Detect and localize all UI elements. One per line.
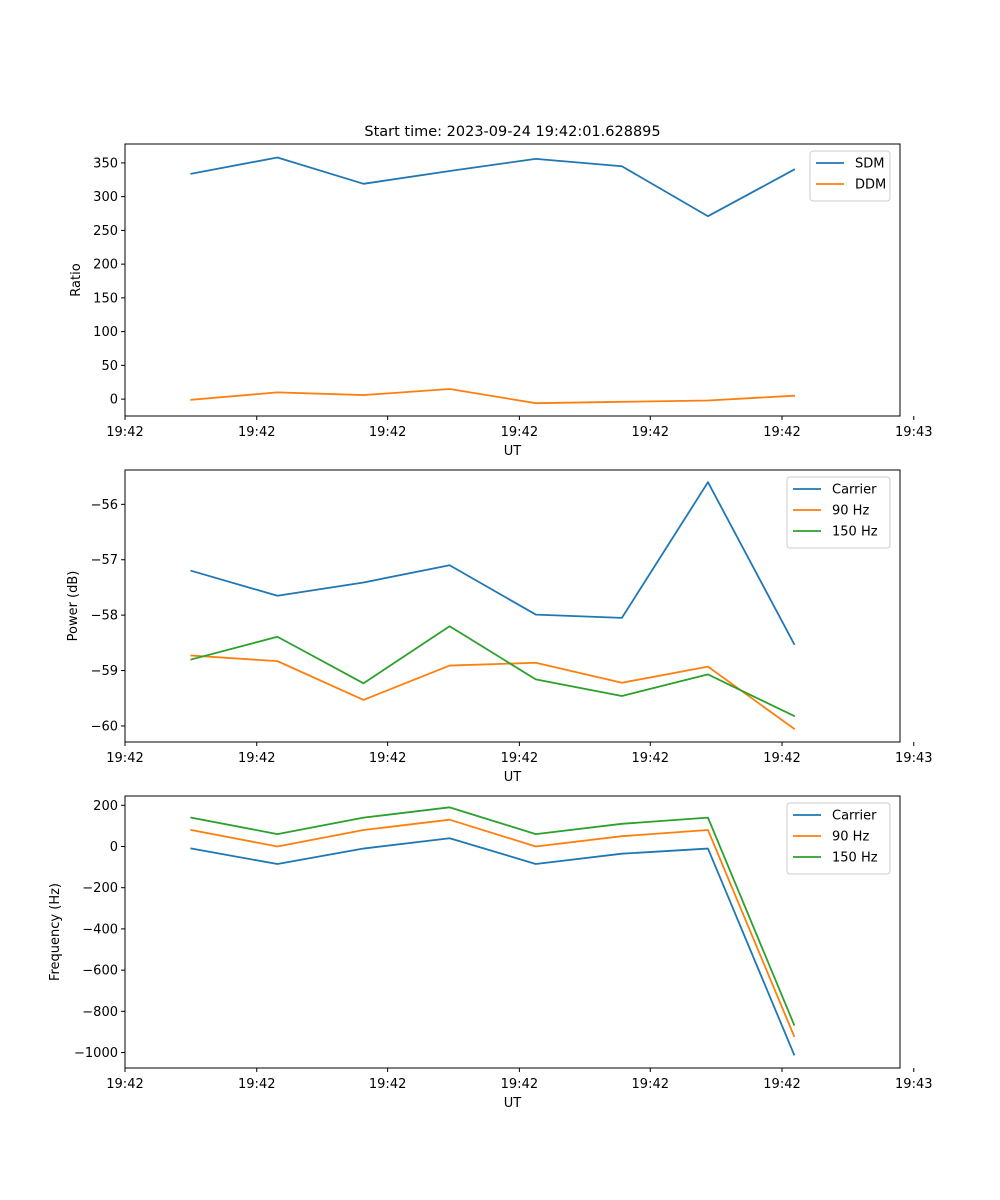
axes-frame	[124, 143, 901, 417]
x-tick-label: 19:42	[369, 751, 406, 766]
x-tick-label: 19:42	[238, 751, 275, 766]
chart-panel-2: −60 −59 −58 −57 −56 19:42 19:42 19:42 19:42 19:42…	[66, 469, 933, 785]
x-axis-label: UT	[504, 444, 522, 459]
y-tick-label: 100	[93, 325, 118, 340]
y-tick-label: 300	[93, 190, 118, 205]
legend-label: Carrier	[832, 483, 877, 498]
x-tick-label: 19:42	[238, 425, 275, 440]
y-tick-label: −200	[82, 881, 118, 896]
x-tick-label: 19:43	[895, 751, 932, 766]
series-line-150-hz	[190, 806, 796, 1026]
y-tick-label: −58	[91, 609, 118, 624]
y-tick-label: 0	[110, 393, 118, 408]
legend: SDM DDM	[809, 150, 891, 202]
series-line-carrier	[190, 481, 796, 646]
x-tick-label: 19:42	[369, 1077, 406, 1092]
y-tick-label: 150	[93, 291, 118, 306]
y-tick-label: −400	[82, 922, 118, 937]
y-axis-label: Ratio	[69, 263, 84, 296]
series-line-carrier	[190, 837, 796, 1056]
x-tick-label: 19:42	[106, 751, 143, 766]
x-tick-label: 19:42	[632, 751, 669, 766]
x-tick-label: 19:42	[632, 1077, 669, 1092]
y-tick-label: −60	[91, 719, 118, 734]
y-tick-label: 200	[93, 799, 118, 814]
legend: Carrier 90 Hz 150 Hz	[786, 476, 891, 549]
legend-label: DDM	[855, 178, 886, 193]
legend-label: 150 Hz	[832, 525, 878, 540]
series-line-90-hz	[190, 818, 796, 1038]
y-tick-label: 350	[93, 156, 118, 171]
y-tick-label: −59	[91, 664, 118, 679]
y-tick-label: 250	[93, 224, 118, 239]
y-tick-label: −800	[82, 1005, 118, 1020]
series-line-ddm	[190, 388, 796, 405]
x-tick-label: 19:42	[763, 425, 800, 440]
x-tick-label: 19:43	[895, 1077, 932, 1092]
legend-label: SDM	[855, 157, 884, 172]
y-tick-label: 50	[101, 359, 118, 374]
x-tick-label: 19:42	[763, 1077, 800, 1092]
x-tick-label: 19:42	[106, 1077, 143, 1092]
y-tick-label: −600	[82, 964, 118, 979]
x-tick-label: 19:42	[369, 425, 406, 440]
series-line-90-hz	[190, 654, 796, 730]
legend-label: 90 Hz	[832, 830, 869, 845]
chart-panel-3: −1000 −800 −600 −400 −200 0 200 19:42 19:42 19:42…	[48, 795, 933, 1111]
figure-title: Start time: 2023-09-24 19:42:01.628895	[364, 124, 660, 140]
y-tick-label: −56	[91, 498, 118, 513]
x-tick-label: 19:42	[632, 425, 669, 440]
x-tick-label: 19:42	[501, 751, 538, 766]
x-axis-label: UT	[504, 1096, 522, 1111]
y-tick-label: 200	[93, 258, 118, 273]
axes-frame	[124, 469, 901, 743]
x-tick-label: 19:42	[238, 1077, 275, 1092]
legend-label: Carrier	[832, 809, 877, 824]
x-tick-label: 19:42	[106, 425, 143, 440]
axes-frame	[124, 795, 901, 1069]
x-tick-label: 19:42	[501, 425, 538, 440]
legend-label: 90 Hz	[832, 504, 869, 519]
series-line-sdm	[190, 156, 796, 218]
legend: Carrier 90 Hz 150 Hz	[786, 802, 891, 875]
x-tick-label: 19:42	[763, 751, 800, 766]
chart-panel-1: 0 50 100 150 200 250 300 350 19:42 19:42 19:42 19:4…	[69, 143, 933, 459]
series-line-150-hz	[190, 625, 796, 718]
x-tick-label: 19:42	[501, 1077, 538, 1092]
y-axis-label: Frequency (Hz)	[48, 883, 63, 981]
x-tick-label: 19:43	[895, 425, 932, 440]
y-tick-label: 0	[110, 840, 118, 855]
legend-label: 150 Hz	[832, 851, 878, 866]
x-axis-label: UT	[504, 770, 522, 785]
y-tick-label: −1000	[74, 1046, 118, 1061]
y-tick-label: −57	[91, 553, 118, 568]
y-axis-label: Power (dB)	[66, 571, 81, 642]
